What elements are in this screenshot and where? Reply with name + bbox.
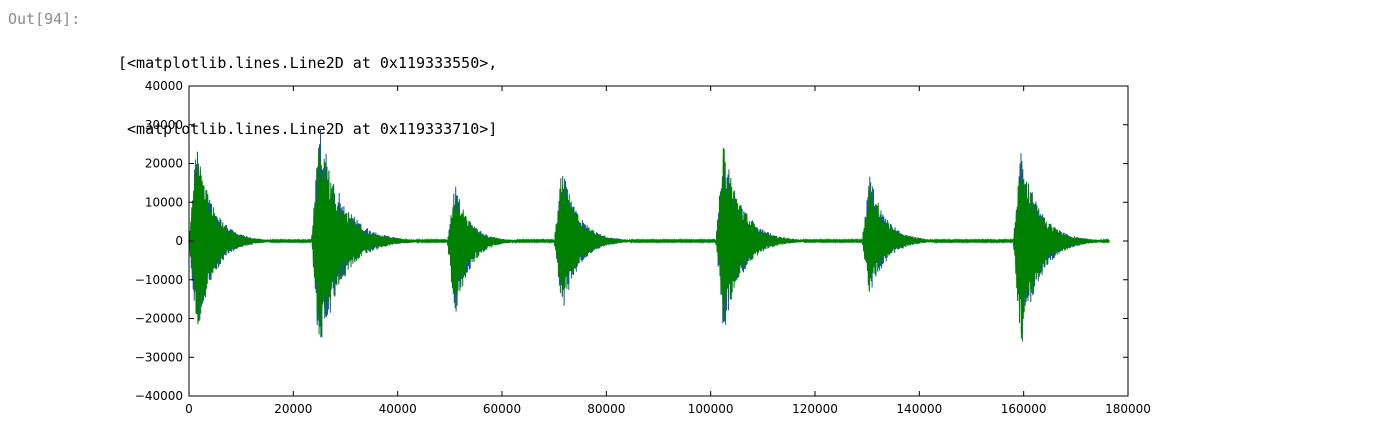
y-tick-label: 30000: [145, 118, 183, 132]
y-tick-label: 0: [175, 234, 183, 248]
x-tick-label: 60000: [483, 402, 521, 416]
x-tick-label: 40000: [379, 402, 417, 416]
output-prompt: Out[94]:: [8, 10, 81, 28]
x-tick-label: 0: [185, 402, 193, 416]
y-tick-label: −10000: [135, 273, 183, 287]
x-tick-label: 80000: [587, 402, 625, 416]
y-tick-label: 40000: [145, 79, 183, 93]
ticks-layer: 0 20000 40000 60000 80000 100000 120000 140000 1…: [135, 79, 1151, 416]
x-tick-label: 20000: [274, 402, 312, 416]
x-tick-label: 180000: [1105, 402, 1151, 416]
y-tick-label: 20000: [145, 157, 183, 171]
x-tick-label: 160000: [1001, 402, 1047, 416]
output-line-1: [<matplotlib.lines.Line2D at 0x119333550…: [118, 54, 498, 72]
x-tick-label: 140000: [896, 402, 942, 416]
y-tick-label: −30000: [135, 350, 183, 364]
output-line-2: <matplotlib.lines.Line2D at 0x119333710>…: [118, 120, 498, 138]
series-line-2: [188, 144, 1110, 342]
series-layer: [188, 128, 1110, 342]
x-tick-label: 100000: [688, 402, 734, 416]
x-tick-label: 120000: [792, 402, 838, 416]
output-text: [<matplotlib.lines.Line2D at 0x119333550…: [118, 8, 497, 162]
y-tick-label: 10000: [145, 195, 183, 209]
y-tick-label: −20000: [135, 312, 183, 326]
y-tick-label: −40000: [135, 389, 183, 403]
